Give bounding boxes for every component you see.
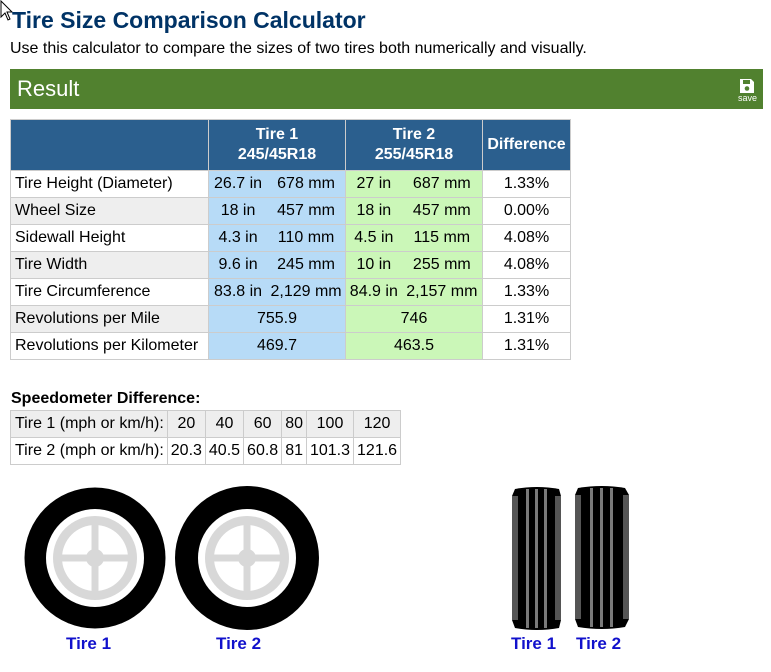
tire2-mm: 2,157 mm <box>401 278 483 306</box>
speedometer-row-label: Tire 2 (mph or km/h): <box>10 437 168 465</box>
difference-value: 1.31% <box>482 305 571 333</box>
speedometer-title: Speedometer Difference: <box>11 390 201 407</box>
tire2-header-name: Tire 2 <box>392 126 436 143</box>
tire2-header-size: 255/45R18 <box>374 146 454 163</box>
tire1-header-size: 245/45R18 <box>237 146 317 163</box>
floppy-disk-icon <box>740 79 755 93</box>
row-label: Sidewall Height <box>10 224 209 252</box>
side-label-tire2: Tire 2 <box>216 634 262 653</box>
tire1-mm: 2,129 mm <box>267 278 347 306</box>
tire2-in: 18 in <box>344 197 402 225</box>
tire2-in: 10 in <box>344 251 402 279</box>
tire2-header: Tire 2 255/45R18 <box>345 119 483 171</box>
tire1-tread-illustration <box>512 487 561 630</box>
tire1-in: 4.3 in <box>208 224 268 252</box>
row-label: Wheel Size <box>10 197 209 225</box>
tire2-in: 84.9 in <box>344 278 402 306</box>
tire2-tread-illustration <box>575 486 629 629</box>
tire1-value: 469.7 <box>208 332 346 360</box>
tire1-in: 26.7 in <box>208 170 268 198</box>
save-label: save <box>737 93 757 103</box>
result-bar: Result save <box>10 69 763 109</box>
tire1-mm: 245 mm <box>267 251 347 279</box>
table-row: Sidewall Height 4.3 in 110 mm 4.5 in 115… <box>10 224 571 252</box>
row-label: Revolutions per Kilometer <box>10 332 209 360</box>
tire2-mm: 115 mm <box>401 224 483 252</box>
table-row: Tire Circumference 83.8 in 2,129 mm 84.9… <box>10 278 571 306</box>
tire1-mm: 457 mm <box>267 197 347 225</box>
table-row: Tire Height (Diameter) 26.7 in 678 mm 27… <box>10 170 571 198</box>
row-label: Tire Width <box>10 251 209 279</box>
save-button[interactable]: save <box>737 78 757 103</box>
difference-value: 4.08% <box>482 224 571 252</box>
speed-value: 20.3 <box>166 437 206 465</box>
blank-header <box>10 119 209 171</box>
difference-value: 4.08% <box>482 251 571 279</box>
tire2-side-illustration <box>175 486 319 630</box>
speed-value: 121.6 <box>353 437 402 465</box>
difference-value: 1.33% <box>482 170 571 198</box>
tire1-value: 755.9 <box>208 305 346 333</box>
tread-label-tire1: Tire 1 <box>511 634 557 653</box>
tread-label-tire2: Tire 2 <box>576 634 622 653</box>
tire2-mm: 457 mm <box>401 197 483 225</box>
tire2-mm: 255 mm <box>401 251 483 279</box>
tire1-mm: 110 mm <box>267 224 347 252</box>
tire2-in: 4.5 in <box>344 224 402 252</box>
speed-value: 20 <box>166 410 206 438</box>
row-label: Tire Circumference <box>10 278 209 306</box>
speedometer-row-tire1: Tire 1 (mph or km/h): 20 40 60 80 100 12… <box>10 410 402 438</box>
difference-value: 1.31% <box>482 332 571 360</box>
page-title: Tire Size Comparison Calculator <box>12 7 366 33</box>
tire1-mm: 678 mm <box>267 170 347 198</box>
tire2-in: 27 in <box>344 170 402 198</box>
speedometer-table: Tire 1 (mph or km/h): 20 40 60 80 100 12… <box>10 410 402 465</box>
speed-value: 40.5 <box>204 437 245 465</box>
speed-value: 60.8 <box>243 437 283 465</box>
speedometer-row-tire2: Tire 2 (mph or km/h): 20.3 40.5 60.8 81 … <box>10 437 402 465</box>
tire1-in: 9.6 in <box>208 251 268 279</box>
speed-value: 80 <box>281 410 307 438</box>
tire-side-view <box>24 486 319 630</box>
result-table: Tire 1 245/45R18 Tire 2 255/45R18 Differ… <box>10 119 571 360</box>
tire1-in: 83.8 in <box>208 278 268 306</box>
tire1-in: 18 in <box>208 197 268 225</box>
mouse-cursor-icon <box>0 0 14 21</box>
speed-value: 60 <box>243 410 283 438</box>
speed-value: 40 <box>204 410 245 438</box>
difference-value: 1.33% <box>482 278 571 306</box>
tire1-header-name: Tire 1 <box>255 126 299 143</box>
tire1-header: Tire 1 245/45R18 <box>208 119 346 171</box>
row-label: Tire Height (Diameter) <box>10 170 209 198</box>
table-row: Revolutions per Mile 755.9 746 1.31% <box>10 305 571 333</box>
speed-value: 120 <box>353 410 402 438</box>
side-label-tire1: Tire 1 <box>66 634 112 653</box>
result-title: Result <box>17 76 80 101</box>
tire2-value: 463.5 <box>345 332 483 360</box>
tire2-mm: 687 mm <box>401 170 483 198</box>
tire-tread-view <box>512 486 629 630</box>
speed-value: 100 <box>305 410 355 438</box>
table-row: Revolutions per Kilometer 469.7 463.5 1.… <box>10 332 571 360</box>
difference-value: 0.00% <box>482 197 571 225</box>
tire1-side-illustration <box>24 487 166 629</box>
table-row: Wheel Size 18 in 457 mm 18 in 457 mm 0.0… <box>10 197 571 225</box>
intro-text: Use this calculator to compare the sizes… <box>10 40 587 57</box>
speed-value: 101.3 <box>305 437 355 465</box>
table-row: Tire Width 9.6 in 245 mm 10 in 255 mm 4.… <box>10 251 571 279</box>
result-header-row: Tire 1 245/45R18 Tire 2 255/45R18 Differ… <box>10 119 571 171</box>
row-label: Revolutions per Mile <box>10 305 209 333</box>
tire2-value: 746 <box>345 305 483 333</box>
speed-value: 81 <box>281 437 307 465</box>
difference-header: Difference <box>482 119 571 171</box>
speedometer-row-label: Tire 1 (mph or km/h): <box>10 410 168 438</box>
